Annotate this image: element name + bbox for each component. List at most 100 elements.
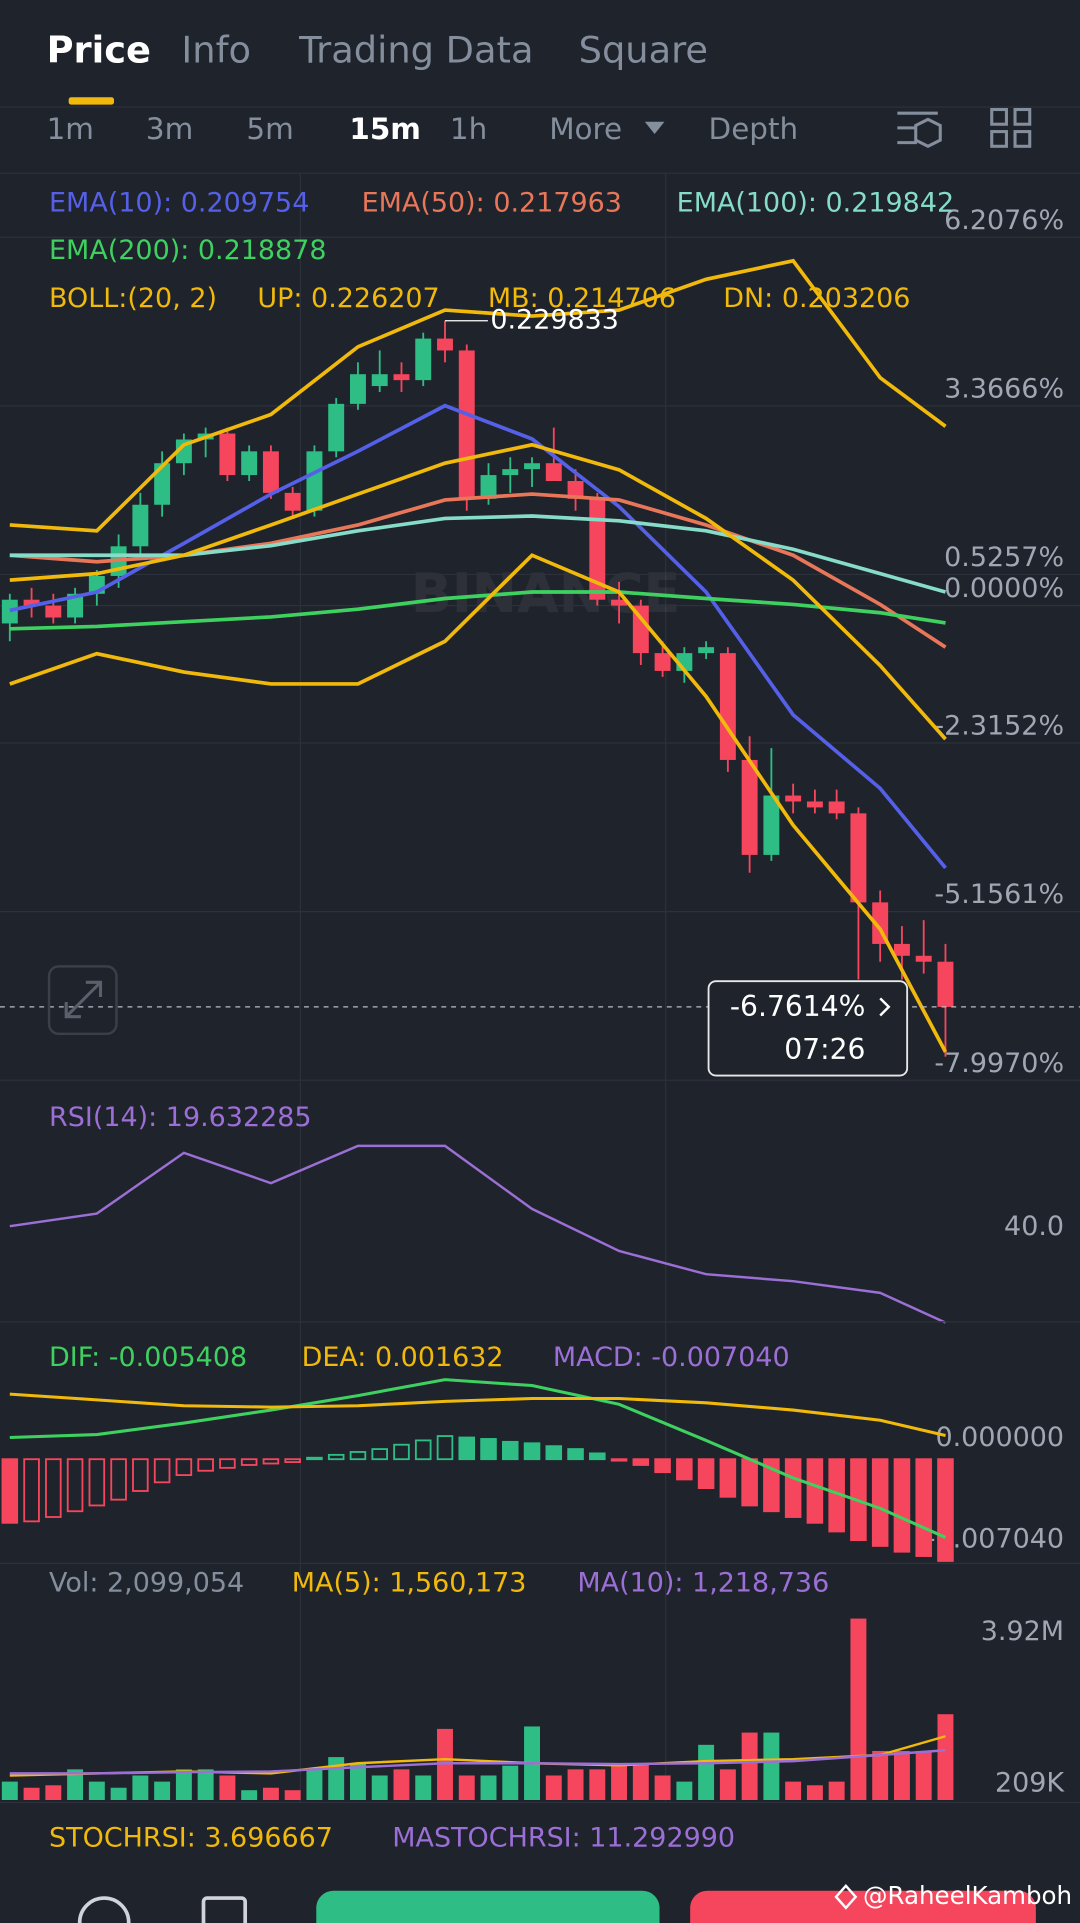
max-label: 0.229833 <box>490 304 619 335</box>
indicator-line <box>9 553 948 1053</box>
candle-body <box>328 403 345 452</box>
interval[interactable]: 1h <box>450 112 487 146</box>
macd-bar <box>349 1451 367 1461</box>
current-price-label: -6.7614% <box>730 990 866 1023</box>
mastochrsi-label: MASTOCHRSI: 11.292990 <box>392 1823 735 1854</box>
volume-bar <box>219 1775 236 1801</box>
volume-bar <box>306 1769 323 1801</box>
candle-body <box>828 801 845 814</box>
candle-body <box>45 605 62 618</box>
candle-body <box>850 813 867 903</box>
macd-bar <box>458 1436 476 1461</box>
macd-bar <box>784 1458 802 1518</box>
sell-button[interactable] <box>690 1890 1036 1923</box>
volume-bar <box>654 1775 671 1801</box>
macd-bar <box>45 1458 62 1518</box>
macd-bar <box>66 1458 84 1513</box>
macd-bar <box>654 1458 671 1474</box>
macd-bar <box>893 1458 911 1553</box>
candle-body <box>719 653 736 760</box>
candle-body <box>284 492 301 511</box>
interval[interactable]: 1m <box>47 112 94 146</box>
macd-bar <box>763 1458 780 1513</box>
volume-bar <box>175 1769 192 1801</box>
legend-entry: RSI(14): 19.632285 <box>49 1102 312 1133</box>
legend-entry: DEA: 0.001632 <box>302 1342 504 1373</box>
candle-body <box>437 338 453 351</box>
volume-bar <box>632 1763 649 1801</box>
volume-bar <box>349 1763 366 1801</box>
volume-bar <box>545 1775 562 1801</box>
candle-body <box>371 374 388 387</box>
legend-entry: EMA(10): 0.209754 <box>49 187 309 218</box>
macd-bar <box>589 1452 606 1461</box>
tab[interactable]: Trading Data <box>298 28 533 71</box>
volume-bar <box>806 1785 823 1801</box>
interval[interactable]: Depth <box>709 112 799 146</box>
interval[interactable]: 3m <box>146 112 193 146</box>
macd-bar <box>175 1458 193 1477</box>
candle-body <box>458 350 475 499</box>
layout-icon[interactable] <box>990 107 1032 148</box>
dropdown-arrow <box>644 121 665 135</box>
macd-bar <box>436 1435 454 1461</box>
interval[interactable]: 5m <box>246 112 293 146</box>
tab[interactable]: Price <box>47 28 151 71</box>
y-tick-label: 3.92M <box>981 1616 1064 1647</box>
candle-body <box>937 961 954 1007</box>
volume-bar <box>785 1781 802 1801</box>
candle-body <box>393 374 410 381</box>
macd-bar <box>371 1448 388 1461</box>
y-tick-label: 40.0 <box>1004 1211 1064 1242</box>
candle-body <box>1 599 18 624</box>
volume-bar <box>241 1790 258 1801</box>
volume-bar <box>589 1769 606 1801</box>
macd-bar <box>871 1458 889 1547</box>
volume-bar <box>197 1769 214 1801</box>
legend-entry: DIF: -0.005408 <box>49 1342 247 1373</box>
macd-bar <box>937 1458 954 1562</box>
indicator-line <box>9 1749 946 1775</box>
indicator-line <box>9 590 946 631</box>
macd-bar <box>393 1443 410 1461</box>
macd-bar <box>284 1458 301 1464</box>
volume-bar <box>23 1787 40 1801</box>
volume-bar <box>88 1781 105 1801</box>
plots: 6.2076% 3.3666% 0.5257%0.0000% -2.3152% -5.1… <box>0 187 1080 1801</box>
macd-bar <box>697 1458 715 1490</box>
interval[interactable]: 15m <box>349 112 421 146</box>
macd-bar <box>915 1458 932 1557</box>
y-tick-label: 0.5257% <box>944 542 1064 573</box>
candle-body <box>480 475 497 499</box>
candle-body <box>741 759 758 855</box>
candle-body <box>415 338 432 381</box>
settings-icon[interactable] <box>897 111 942 149</box>
volume-bar <box>872 1750 889 1801</box>
candle-body <box>524 463 540 470</box>
legend-entry: MA(5): 1,560,173 <box>292 1568 527 1599</box>
macd-bar <box>610 1458 628 1462</box>
candle-body <box>23 599 40 606</box>
volume-bar <box>502 1765 519 1801</box>
y-tick-label: -7.9970% <box>934 1048 1064 1079</box>
tab[interactable]: Square <box>579 28 708 71</box>
tab[interactable]: Info <box>181 28 251 71</box>
expand-button[interactable] <box>47 965 118 1036</box>
top-bar: Price Info Trading Data Square 1m 3m 5m … <box>0 28 1080 174</box>
buy-button[interactable] <box>316 1890 660 1923</box>
macd-bar <box>523 1442 541 1461</box>
macd-bar <box>545 1445 563 1461</box>
macd-bar <box>567 1448 584 1461</box>
macd-bar <box>219 1458 236 1469</box>
legend-entry: MACD: -0.007040 <box>553 1342 790 1373</box>
tab-indicator <box>68 97 115 105</box>
candle-body <box>154 463 171 505</box>
legend-entry: MB: 0.214706 <box>488 283 676 314</box>
macd-bar <box>88 1458 106 1507</box>
volume-bar <box>676 1781 693 1801</box>
watermark: @RaheelKamboh <box>863 1881 1072 1910</box>
interval[interactable]: More <box>549 112 622 146</box>
volume-bar <box>719 1769 736 1801</box>
volume-bar <box>937 1714 954 1801</box>
